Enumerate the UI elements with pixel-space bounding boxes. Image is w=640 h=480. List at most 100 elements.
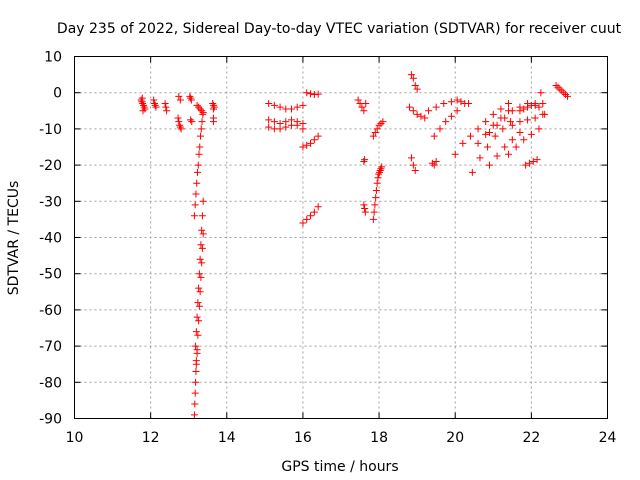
data-point: [457, 98, 465, 106]
data-point: [493, 121, 501, 129]
series-arc-12.4: [161, 100, 171, 115]
data-point: [191, 201, 199, 209]
data-point: [468, 168, 476, 176]
data-point: [541, 110, 549, 118]
grid-lines: [74, 56, 608, 419]
data-point: [377, 165, 385, 173]
data-point: [522, 161, 530, 169]
series-arc-22.1: [522, 156, 541, 169]
data-point: [192, 357, 200, 365]
data-point: [535, 103, 543, 111]
y-axis-label: SDTVAR / TECUs: [6, 181, 22, 296]
y-tick-label: -90: [39, 412, 62, 428]
data-point: [524, 116, 532, 124]
data-point: [474, 125, 482, 133]
data-point: [417, 112, 425, 120]
data-point: [531, 114, 539, 122]
x-tick-label: 12: [142, 430, 160, 446]
data-point: [379, 118, 387, 126]
data-point: [314, 90, 322, 98]
data-point: [358, 103, 366, 111]
data-point: [188, 118, 196, 126]
series-arc-16.1-mid: [299, 132, 322, 151]
data-point: [193, 313, 201, 321]
series-arc-19.4-lo: [428, 157, 440, 169]
data-point: [299, 219, 307, 227]
data-point: [370, 208, 378, 216]
series-arc-20.4: [451, 100, 513, 158]
data-point: [375, 170, 383, 178]
data-point: [406, 103, 414, 111]
data-point: [194, 299, 202, 307]
data-point: [407, 71, 415, 79]
data-point: [193, 349, 201, 357]
data-point: [198, 244, 206, 252]
data-point: [409, 74, 417, 82]
series-arc-19.0: [406, 103, 429, 122]
x-tick-label: 24: [599, 430, 617, 446]
data-point: [421, 114, 429, 122]
data-point: [411, 167, 419, 175]
series-deep-arc-2: [192, 197, 207, 350]
data-point: [432, 157, 440, 165]
data-point: [375, 121, 383, 129]
data-point: [369, 215, 377, 223]
data-point: [506, 118, 514, 126]
data-point: [265, 116, 273, 124]
data-point: [303, 141, 311, 149]
data-point: [413, 85, 421, 93]
y-tick-label: -80: [39, 375, 62, 391]
data-point: [282, 123, 290, 131]
data-point: [195, 317, 203, 325]
data-point: [407, 154, 415, 162]
y-tick-label: -30: [39, 194, 62, 210]
data-point: [360, 107, 368, 115]
data-point: [482, 118, 490, 126]
data-point: [499, 125, 507, 133]
data-point: [373, 179, 381, 187]
series-arc-11.8: [137, 94, 149, 115]
data-point: [508, 121, 516, 129]
data-point: [196, 105, 204, 113]
data-point: [372, 186, 380, 194]
data-point: [197, 132, 205, 140]
data-point: [520, 105, 528, 113]
data-point: [190, 212, 198, 220]
data-point: [191, 400, 199, 408]
y-tick-label: 0: [53, 86, 62, 102]
x-tick-label: 10: [66, 430, 84, 446]
data-point: [190, 411, 198, 419]
data-point: [198, 259, 206, 267]
data-point: [197, 273, 205, 281]
series-arc-20.2: [453, 96, 473, 108]
data-point: [307, 139, 315, 147]
data-point: [199, 197, 207, 205]
plot-frame: [74, 56, 608, 419]
data-point: [374, 174, 382, 182]
data-point: [196, 143, 204, 151]
data-point: [524, 103, 532, 111]
x-tick-label: 20: [446, 430, 464, 446]
data-point: [525, 159, 533, 167]
data-point: [139, 107, 147, 115]
data-point: [501, 143, 509, 151]
series-arc-22.3: [537, 89, 549, 118]
data-point: [512, 143, 520, 151]
data-point: [314, 132, 322, 140]
data-point: [187, 96, 195, 104]
series-arc-13.65: [209, 100, 218, 126]
data-point: [270, 101, 278, 109]
data-point: [531, 101, 539, 109]
data-point: [197, 241, 205, 249]
data-point: [276, 125, 284, 133]
data-point: [196, 255, 204, 263]
data-point: [270, 118, 278, 126]
series-arc-12.75: [174, 92, 185, 133]
data-point: [176, 121, 184, 129]
data-point: [176, 123, 184, 131]
data-point: [484, 143, 492, 151]
data-point: [307, 212, 315, 220]
data-point: [489, 110, 497, 118]
y-tick-label: -40: [39, 231, 62, 247]
data-point: [209, 118, 217, 126]
